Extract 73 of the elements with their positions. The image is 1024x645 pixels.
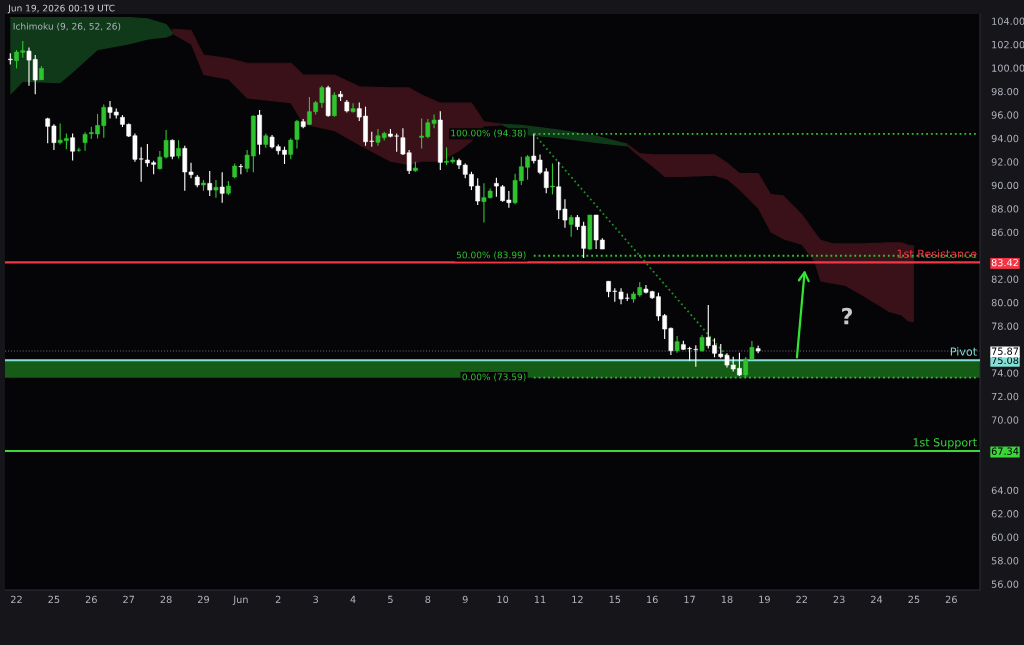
text: Jun 19, 2026 00:19 UTC bbox=[7, 4, 115, 14]
x-tick-label: 26 bbox=[85, 595, 97, 604]
y-tick-label: 102.00 bbox=[992, 40, 1024, 49]
x-tick-label: 28 bbox=[160, 595, 172, 604]
candlestick bbox=[693, 344, 699, 368]
y-tick-label: 72.00 bbox=[991, 392, 1019, 401]
y-tick-label: 60.00 bbox=[991, 533, 1019, 541]
y-tick-label: 56.00 bbox=[991, 580, 1019, 588]
annotation: ? bbox=[842, 307, 853, 325]
ref-line-label: Pivot bbox=[950, 347, 977, 356]
x-tick-label: 29 bbox=[198, 595, 209, 604]
y-tick-label: 74.00 bbox=[991, 369, 1019, 377]
x-tick-label: 22 bbox=[11, 595, 22, 603]
y-tick-label: 70.00 bbox=[991, 416, 1019, 424]
series-label: 50.00% (83.99) bbox=[456, 251, 526, 260]
x-tick-label: 22 bbox=[796, 595, 807, 603]
annotation: Ichimoku (9, 26, 52, 26) bbox=[13, 22, 121, 31]
ref-line-label: 1st Support bbox=[913, 438, 977, 449]
x-tick-label: 11 bbox=[534, 595, 546, 603]
y-tick-label: 90.00 bbox=[991, 181, 1019, 190]
candlestick bbox=[332, 91, 337, 118]
y-tick-label: 80.00 bbox=[991, 299, 1019, 307]
y-tick-label: 62.00 bbox=[991, 510, 1019, 518]
y-tick-label: 75.08 bbox=[991, 356, 1019, 365]
candlestick bbox=[82, 131, 88, 152]
candlestick bbox=[219, 171, 225, 204]
y-tick-label: 58.00 bbox=[991, 557, 1019, 565]
y-tick-label: 83.42 bbox=[991, 258, 1018, 267]
candlestick bbox=[350, 102, 356, 113]
y-tick-label: 88.00 bbox=[991, 205, 1019, 213]
x-tick-label: 23 bbox=[833, 595, 845, 604]
x-tick-label: Jun bbox=[232, 595, 248, 605]
x-tick-label: 19 bbox=[759, 595, 770, 604]
candlestick bbox=[207, 170, 213, 197]
series-label: 0.00% (73.59) bbox=[462, 373, 526, 382]
x-tick-label: 3 bbox=[313, 595, 318, 604]
x-tick-label: 5 bbox=[388, 595, 393, 604]
x-tick-label: 16 bbox=[647, 595, 658, 604]
y-tick-label: 98.00 bbox=[991, 87, 1019, 96]
candlestick bbox=[169, 138, 175, 160]
y-tick-label: 86.00 bbox=[991, 228, 1019, 236]
candlestick bbox=[176, 139, 181, 159]
x-tick-label: 27 bbox=[123, 595, 135, 603]
x-tick-label: 25 bbox=[908, 595, 920, 604]
x-tick-label: 8 bbox=[425, 595, 431, 604]
y-tick-label: 94.00 bbox=[991, 134, 1019, 143]
x-tick-label: 26 bbox=[945, 595, 957, 604]
x-tick-label: 15 bbox=[609, 595, 621, 604]
x-tick-label: 24 bbox=[871, 595, 883, 603]
candlestick bbox=[213, 179, 219, 199]
y-tick-label: 100.00 bbox=[992, 64, 1024, 72]
y-tick-label: 75.87 bbox=[991, 347, 1019, 355]
x-tick-label: 10 bbox=[497, 595, 509, 604]
x-tick-label: 12 bbox=[572, 595, 583, 603]
y-tick-label: 78.00 bbox=[991, 322, 1019, 330]
y-tick-label: 64.00 bbox=[991, 486, 1019, 495]
x-tick-label: 4 bbox=[350, 595, 356, 603]
x-tick-label: 17 bbox=[684, 595, 695, 603]
x-tick-label: 9 bbox=[462, 595, 468, 604]
y-tick-label: 96.00 bbox=[991, 111, 1019, 119]
y-tick-label: 67.34 bbox=[991, 447, 1019, 455]
candlestick bbox=[568, 214, 574, 238]
y-tick-label: 104.00 bbox=[992, 17, 1024, 25]
series-label: 100.00% (94.38) bbox=[451, 129, 526, 138]
y-tick-label: 82.00 bbox=[991, 275, 1019, 283]
x-tick-label: 2 bbox=[275, 595, 281, 603]
x-tick-label: 18 bbox=[721, 595, 733, 604]
candlestick bbox=[238, 163, 244, 175]
candlestick bbox=[70, 132, 75, 162]
candlestick bbox=[550, 162, 555, 195]
y-tick-label: 92.00 bbox=[991, 158, 1019, 166]
x-tick-label: 25 bbox=[48, 595, 60, 604]
ref-line-label: 1st Resistance bbox=[897, 249, 977, 258]
